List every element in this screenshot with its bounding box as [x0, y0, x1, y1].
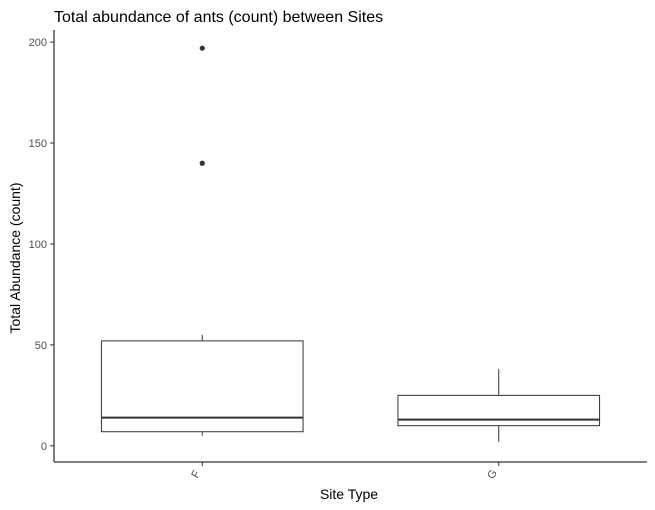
chart-title: Total abundance of ants (count) between …	[54, 9, 383, 26]
y-tick-label: 200	[29, 37, 47, 49]
outlier-point	[199, 45, 205, 51]
box-F	[100, 340, 304, 433]
plot-area: 0 50 100 150 200 F G	[29, 30, 647, 481]
y-tick-label: 100	[29, 239, 47, 251]
y-tick-label: 50	[35, 340, 47, 352]
outlier-point	[199, 160, 205, 166]
x-axis-title: Site Type	[320, 486, 378, 502]
x-tick-label: F	[189, 468, 203, 480]
y-axis-title: Total Abundance (count)	[7, 183, 23, 334]
box-G	[397, 394, 601, 427]
x-tick-label: G	[485, 468, 500, 481]
y-tick-label: 150	[29, 138, 47, 150]
y-tick-label: 0	[41, 441, 47, 453]
